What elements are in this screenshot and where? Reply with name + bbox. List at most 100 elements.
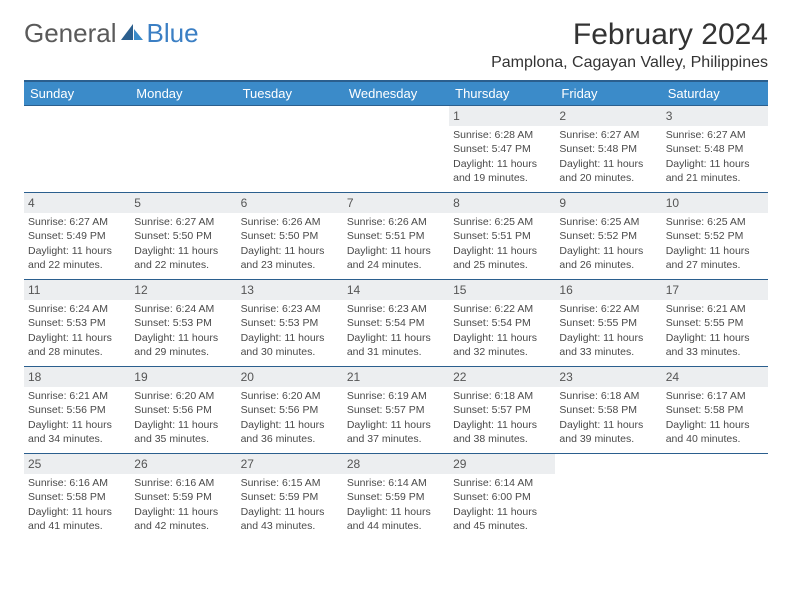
- day-number: 8: [449, 193, 555, 213]
- sunset-text: Sunset: 5:49 PM: [28, 229, 126, 243]
- daylight-text: Daylight: 11 hours and 21 minutes.: [666, 157, 764, 185]
- day-number: 22: [449, 367, 555, 387]
- daylight-text: Daylight: 11 hours and 27 minutes.: [666, 244, 764, 272]
- logo-text-general: General: [24, 18, 117, 49]
- sunset-text: Sunset: 5:57 PM: [347, 403, 445, 417]
- weekday-saturday: Saturday: [662, 82, 768, 105]
- day-details: Sunrise: 6:20 AMSunset: 5:56 PMDaylight:…: [237, 387, 343, 450]
- day-cell: 9Sunrise: 6:25 AMSunset: 5:52 PMDaylight…: [555, 193, 661, 279]
- daylight-text: Daylight: 11 hours and 41 minutes.: [28, 505, 126, 533]
- sunrise-text: Sunrise: 6:27 AM: [28, 215, 126, 229]
- sunset-text: Sunset: 5:56 PM: [241, 403, 339, 417]
- day-number: 19: [130, 367, 236, 387]
- day-details: Sunrise: 6:26 AMSunset: 5:51 PMDaylight:…: [343, 213, 449, 276]
- daylight-text: Daylight: 11 hours and 26 minutes.: [559, 244, 657, 272]
- day-number: 12: [130, 280, 236, 300]
- sunrise-text: Sunrise: 6:25 AM: [666, 215, 764, 229]
- daylight-text: Daylight: 11 hours and 35 minutes.: [134, 418, 232, 446]
- sunset-text: Sunset: 5:50 PM: [241, 229, 339, 243]
- day-number: 20: [237, 367, 343, 387]
- sunrise-text: Sunrise: 6:22 AM: [559, 302, 657, 316]
- sunset-text: Sunset: 5:48 PM: [666, 142, 764, 156]
- day-cell: 8Sunrise: 6:25 AMSunset: 5:51 PMDaylight…: [449, 193, 555, 279]
- sunrise-text: Sunrise: 6:17 AM: [666, 389, 764, 403]
- day-details: Sunrise: 6:22 AMSunset: 5:55 PMDaylight:…: [555, 300, 661, 363]
- day-details: Sunrise: 6:15 AMSunset: 5:59 PMDaylight:…: [237, 474, 343, 537]
- day-cell: 13Sunrise: 6:23 AMSunset: 5:53 PMDayligh…: [237, 280, 343, 366]
- day-number: 4: [24, 193, 130, 213]
- empty-cell: [662, 454, 768, 540]
- title-block: February 2024 Pamplona, Cagayan Valley, …: [491, 18, 768, 72]
- day-cell: 16Sunrise: 6:22 AMSunset: 5:55 PMDayligh…: [555, 280, 661, 366]
- day-cell: 10Sunrise: 6:25 AMSunset: 5:52 PMDayligh…: [662, 193, 768, 279]
- sunset-text: Sunset: 5:53 PM: [28, 316, 126, 330]
- day-details: Sunrise: 6:28 AMSunset: 5:47 PMDaylight:…: [449, 126, 555, 189]
- daylight-text: Daylight: 11 hours and 38 minutes.: [453, 418, 551, 446]
- sunset-text: Sunset: 5:52 PM: [666, 229, 764, 243]
- sunrise-text: Sunrise: 6:14 AM: [347, 476, 445, 490]
- day-cell: 5Sunrise: 6:27 AMSunset: 5:50 PMDaylight…: [130, 193, 236, 279]
- day-number: 10: [662, 193, 768, 213]
- day-cell: 6Sunrise: 6:26 AMSunset: 5:50 PMDaylight…: [237, 193, 343, 279]
- sunrise-text: Sunrise: 6:24 AM: [28, 302, 126, 316]
- daylight-text: Daylight: 11 hours and 37 minutes.: [347, 418, 445, 446]
- sunrise-text: Sunrise: 6:19 AM: [347, 389, 445, 403]
- day-number: 25: [24, 454, 130, 474]
- day-details: Sunrise: 6:23 AMSunset: 5:54 PMDaylight:…: [343, 300, 449, 363]
- day-number: 29: [449, 454, 555, 474]
- empty-cell: [343, 106, 449, 192]
- day-cell: 25Sunrise: 6:16 AMSunset: 5:58 PMDayligh…: [24, 454, 130, 540]
- sunrise-text: Sunrise: 6:23 AM: [241, 302, 339, 316]
- weekday-friday: Friday: [555, 82, 661, 105]
- sunset-text: Sunset: 5:56 PM: [134, 403, 232, 417]
- sunrise-text: Sunrise: 6:26 AM: [241, 215, 339, 229]
- sunset-text: Sunset: 5:54 PM: [347, 316, 445, 330]
- day-cell: 27Sunrise: 6:15 AMSunset: 5:59 PMDayligh…: [237, 454, 343, 540]
- day-cell: 26Sunrise: 6:16 AMSunset: 5:59 PMDayligh…: [130, 454, 236, 540]
- day-details: Sunrise: 6:14 AMSunset: 6:00 PMDaylight:…: [449, 474, 555, 537]
- sunrise-text: Sunrise: 6:21 AM: [666, 302, 764, 316]
- sunrise-text: Sunrise: 6:27 AM: [666, 128, 764, 142]
- daylight-text: Daylight: 11 hours and 32 minutes.: [453, 331, 551, 359]
- day-cell: 14Sunrise: 6:23 AMSunset: 5:54 PMDayligh…: [343, 280, 449, 366]
- daylight-text: Daylight: 11 hours and 44 minutes.: [347, 505, 445, 533]
- day-cell: 18Sunrise: 6:21 AMSunset: 5:56 PMDayligh…: [24, 367, 130, 453]
- day-cell: 23Sunrise: 6:18 AMSunset: 5:58 PMDayligh…: [555, 367, 661, 453]
- empty-cell: [555, 454, 661, 540]
- sunrise-text: Sunrise: 6:27 AM: [559, 128, 657, 142]
- day-cell: 7Sunrise: 6:26 AMSunset: 5:51 PMDaylight…: [343, 193, 449, 279]
- sunrise-text: Sunrise: 6:14 AM: [453, 476, 551, 490]
- sunrise-text: Sunrise: 6:20 AM: [241, 389, 339, 403]
- week-row: 18Sunrise: 6:21 AMSunset: 5:56 PMDayligh…: [24, 366, 768, 453]
- day-details: Sunrise: 6:22 AMSunset: 5:54 PMDaylight:…: [449, 300, 555, 363]
- day-cell: 24Sunrise: 6:17 AMSunset: 5:58 PMDayligh…: [662, 367, 768, 453]
- day-number: 16: [555, 280, 661, 300]
- sunset-text: Sunset: 5:55 PM: [666, 316, 764, 330]
- sunset-text: Sunset: 5:50 PM: [134, 229, 232, 243]
- daylight-text: Daylight: 11 hours and 29 minutes.: [134, 331, 232, 359]
- day-number: 6: [237, 193, 343, 213]
- day-cell: 19Sunrise: 6:20 AMSunset: 5:56 PMDayligh…: [130, 367, 236, 453]
- sunrise-text: Sunrise: 6:26 AM: [347, 215, 445, 229]
- day-details: Sunrise: 6:25 AMSunset: 5:52 PMDaylight:…: [662, 213, 768, 276]
- sunrise-text: Sunrise: 6:28 AM: [453, 128, 551, 142]
- daylight-text: Daylight: 11 hours and 33 minutes.: [559, 331, 657, 359]
- day-details: Sunrise: 6:24 AMSunset: 5:53 PMDaylight:…: [24, 300, 130, 363]
- sunset-text: Sunset: 5:53 PM: [241, 316, 339, 330]
- daylight-text: Daylight: 11 hours and 33 minutes.: [666, 331, 764, 359]
- day-number: 13: [237, 280, 343, 300]
- week-row: 4Sunrise: 6:27 AMSunset: 5:49 PMDaylight…: [24, 192, 768, 279]
- sunset-text: Sunset: 5:58 PM: [28, 490, 126, 504]
- sunrise-text: Sunrise: 6:22 AM: [453, 302, 551, 316]
- day-number: 9: [555, 193, 661, 213]
- daylight-text: Daylight: 11 hours and 22 minutes.: [28, 244, 126, 272]
- daylight-text: Daylight: 11 hours and 20 minutes.: [559, 157, 657, 185]
- daylight-text: Daylight: 11 hours and 36 minutes.: [241, 418, 339, 446]
- day-number: 24: [662, 367, 768, 387]
- day-number: 5: [130, 193, 236, 213]
- sunset-text: Sunset: 5:51 PM: [347, 229, 445, 243]
- day-details: Sunrise: 6:21 AMSunset: 5:55 PMDaylight:…: [662, 300, 768, 363]
- sunset-text: Sunset: 6:00 PM: [453, 490, 551, 504]
- day-cell: 1Sunrise: 6:28 AMSunset: 5:47 PMDaylight…: [449, 106, 555, 192]
- day-number: 15: [449, 280, 555, 300]
